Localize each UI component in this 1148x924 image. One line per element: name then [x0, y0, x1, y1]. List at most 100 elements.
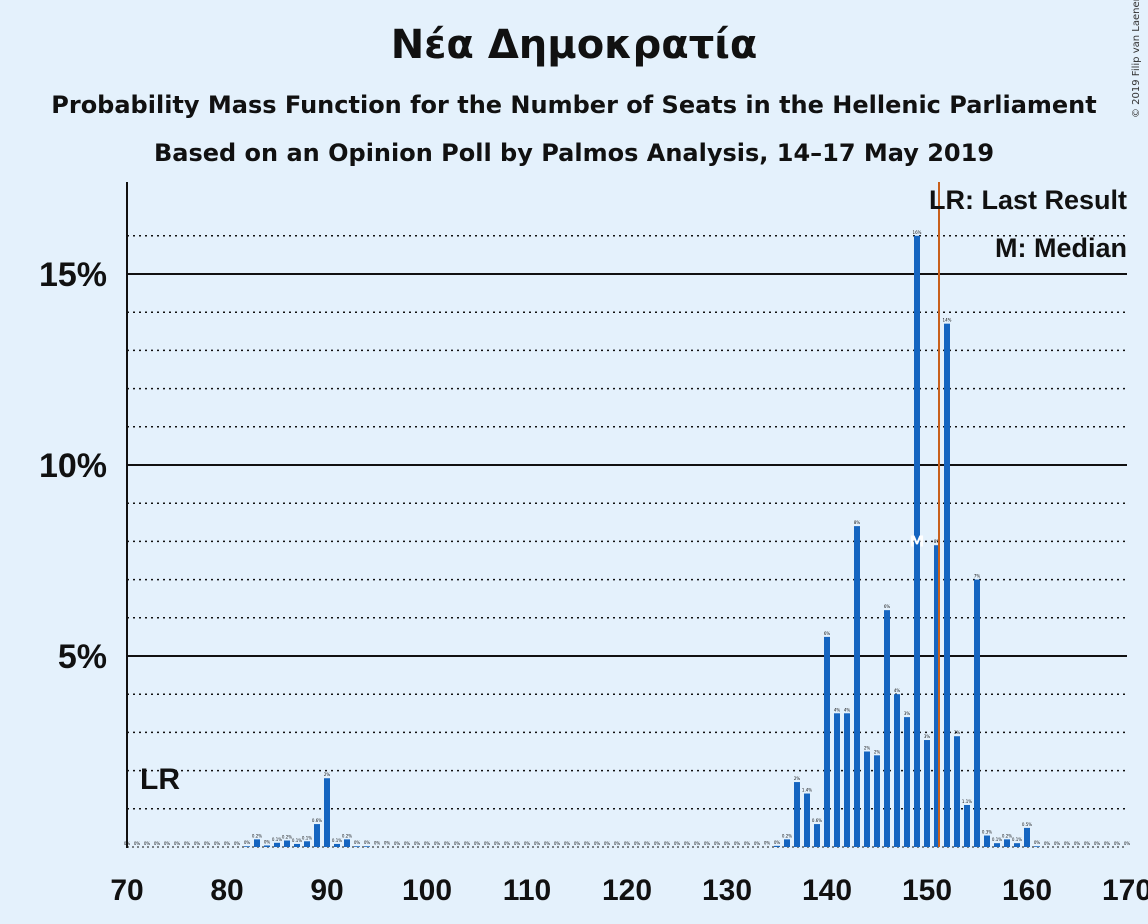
bar-label: 0% [444, 841, 451, 846]
bar [264, 845, 270, 847]
bar-label: 0% [564, 841, 571, 846]
bar-label: 0% [694, 841, 701, 846]
bar [964, 804, 970, 847]
bar-label: 6% [824, 631, 831, 636]
chart-subtitle: Probability Mass Function for the Number… [51, 91, 1097, 119]
bar-label: 16% [913, 230, 922, 235]
bar-label: 0.1% [302, 835, 312, 840]
bar-label: 0% [584, 841, 591, 846]
bar [844, 713, 850, 847]
x-tick-label: 130 [702, 874, 752, 907]
bar-label: 0% [1074, 841, 1081, 846]
bar-label: 0% [194, 841, 201, 846]
bar-label: 4% [894, 688, 901, 693]
gridlines [127, 235, 1127, 848]
bar-label: 14% [943, 318, 952, 323]
bar-label: 0% [1084, 841, 1091, 846]
bar [244, 846, 250, 847]
bar-label: 0% [754, 841, 761, 846]
bar-label: 0% [724, 841, 731, 846]
legend-last-result: LR: Last Result [929, 185, 1127, 215]
bar [814, 824, 820, 847]
bar [774, 845, 780, 847]
bar-label: 0% [734, 841, 741, 846]
bar-label: 0% [764, 841, 771, 846]
bar-label: 0% [184, 841, 191, 846]
bar [884, 610, 890, 847]
bar [894, 694, 900, 847]
bar-label: 0% [264, 839, 271, 844]
bar-label: 0% [394, 841, 401, 846]
chart-subtitle-poll: Based on an Opinion Poll by Palmos Analy… [153, 139, 995, 167]
bar-label: 0% [544, 841, 551, 846]
bar-label: 0% [364, 840, 371, 845]
bar-label: 1.1% [962, 799, 972, 804]
x-tick-label: 120 [602, 874, 652, 907]
bar-label: 0% [644, 841, 651, 846]
bar [794, 782, 800, 847]
bar-label: 0% [664, 841, 671, 846]
bar-label: 0% [494, 841, 501, 846]
bar [924, 740, 930, 847]
bar-label: 0% [464, 841, 471, 846]
y-tick-label: 15% [39, 256, 107, 294]
bar-label: 0.1% [332, 838, 342, 843]
bar-label: 0% [1094, 841, 1101, 846]
bar-label: 0.2% [782, 833, 792, 838]
bar-label: 0% [524, 841, 531, 846]
bar-label: 0% [604, 841, 611, 846]
bar [304, 841, 310, 847]
x-tick-label: 110 [503, 874, 551, 907]
bar-label: 0% [594, 841, 601, 846]
bar-label: 0% [1124, 841, 1131, 846]
bar-label: 0% [624, 841, 631, 846]
bar-label: 0% [1034, 840, 1041, 845]
y-tick-label: 10% [39, 447, 107, 485]
bar-label: 0% [504, 841, 511, 846]
x-tick-label: 170 [1102, 874, 1148, 907]
bar-label: 0% [134, 841, 141, 846]
bar-label: 0.1% [272, 837, 282, 842]
bar-label: 2% [864, 746, 871, 751]
bar [834, 713, 840, 847]
bar [344, 839, 350, 847]
bar-label: 0% [214, 841, 221, 846]
bar-label: 3% [924, 734, 931, 739]
bar-label: 0% [234, 841, 241, 846]
bar-label: 0.2% [282, 835, 292, 840]
legend-median: M: Median [995, 233, 1127, 263]
bar-label: 0% [634, 841, 641, 846]
bar-label: 0.5% [1022, 822, 1032, 827]
x-tick-label: 150 [902, 874, 952, 907]
bar-label: 0% [1044, 841, 1051, 846]
bar-label: 0% [374, 841, 381, 846]
bar [284, 840, 290, 847]
bar-label: 0% [484, 841, 491, 846]
bar-label: 0% [554, 841, 561, 846]
bar-label: 1.4% [802, 788, 812, 793]
bar-label: 0% [164, 841, 171, 846]
bar-label: 0% [1064, 841, 1071, 846]
y-tick-labels: 5% 10% 15% [39, 256, 107, 676]
bar [274, 842, 280, 847]
bar-label: 0% [774, 840, 781, 845]
bar [934, 545, 940, 847]
bar-label: 0% [244, 840, 251, 845]
x-tick-labels: 70 80 90 100 110 120 130 140 150 160 170 [110, 874, 1148, 907]
bar-label: 0.2% [1002, 833, 1012, 838]
bar-label: 0% [404, 841, 411, 846]
bar [1014, 843, 1020, 847]
bar [364, 846, 370, 847]
chart-title: Νέα Δημοκρατία [390, 22, 758, 68]
bar-label: 0% [744, 841, 751, 846]
bar [944, 323, 950, 847]
x-tick-label: 140 [802, 874, 852, 907]
bar-label: 0.2% [342, 833, 352, 838]
bar [354, 846, 360, 847]
bar [864, 751, 870, 847]
median-marker: M [910, 532, 925, 550]
bar-label: 0.3% [982, 830, 992, 835]
bar [314, 824, 320, 847]
x-tick-label: 100 [402, 874, 452, 907]
